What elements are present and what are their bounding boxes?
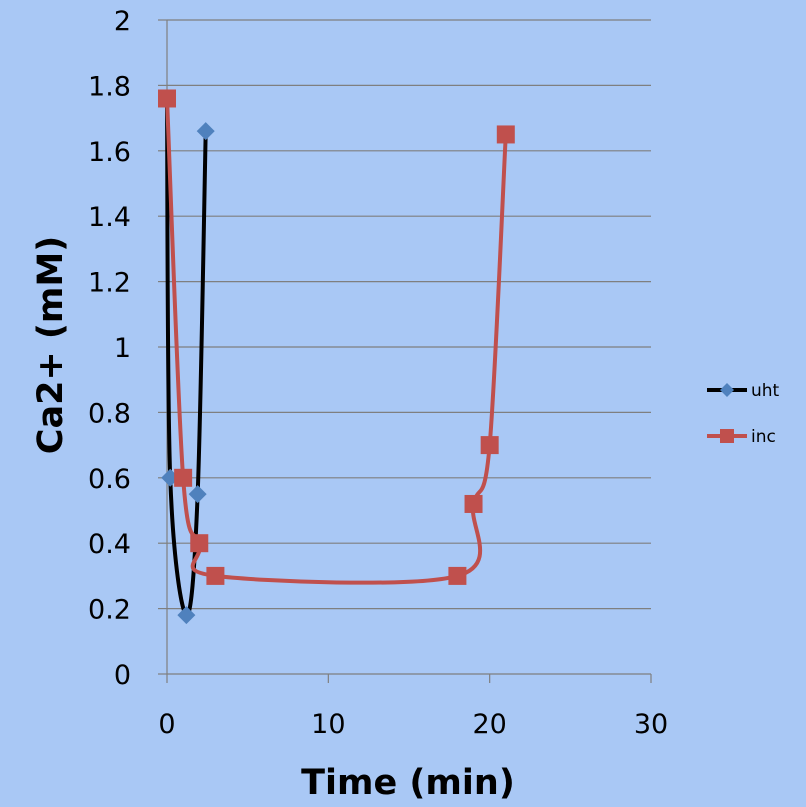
- x-axis-title: Time (min): [301, 763, 515, 803]
- data-point-inc: [448, 566, 467, 585]
- data-point-inc: [190, 534, 209, 553]
- x-tick-label: 30: [634, 709, 668, 740]
- y-axis-title: Ca2+ (mM): [31, 236, 71, 454]
- legend-label-uht: uht: [751, 381, 780, 401]
- y-tick-label: 0.2: [88, 595, 131, 626]
- data-point-inc: [464, 494, 483, 513]
- series-group: [158, 89, 515, 625]
- gridlines: [167, 19, 651, 610]
- data-point-inc: [480, 436, 499, 455]
- y-tick-label: 2: [114, 6, 131, 37]
- y-tick-label: 1.2: [88, 268, 131, 299]
- y-tick-label: 0: [114, 660, 131, 691]
- data-point-inc: [158, 89, 176, 108]
- y-tick-label: 1.6: [88, 137, 131, 168]
- data-point-uht: [177, 606, 196, 625]
- legend-marker-uht: [720, 383, 734, 397]
- data-point-inc: [174, 468, 193, 487]
- y-tick-label: 0.4: [88, 529, 131, 560]
- y-tick-label: 1.8: [88, 71, 131, 102]
- y-tick-label: 1.4: [88, 202, 131, 233]
- x-tick-label: 10: [311, 709, 345, 740]
- legend-marker-inc: [720, 429, 734, 443]
- y-tick-label: 0.8: [88, 398, 131, 429]
- x-tick-label: 20: [472, 709, 506, 740]
- legend: uht inc: [707, 381, 780, 447]
- data-point-uht: [188, 485, 207, 504]
- x-tick-label: 0: [158, 709, 175, 740]
- data-point-inc: [206, 566, 225, 585]
- data-point-uht: [196, 122, 215, 141]
- data-point-inc: [496, 125, 515, 144]
- y-tick-label: 0.6: [88, 464, 131, 495]
- legend-label-inc: inc: [751, 427, 776, 447]
- series-line-inc: [165, 96, 508, 585]
- tick-labels: 00.20.40.60.811.21.41.61.820 10 20 30: [88, 6, 668, 740]
- y-tick-label: 1: [114, 333, 131, 364]
